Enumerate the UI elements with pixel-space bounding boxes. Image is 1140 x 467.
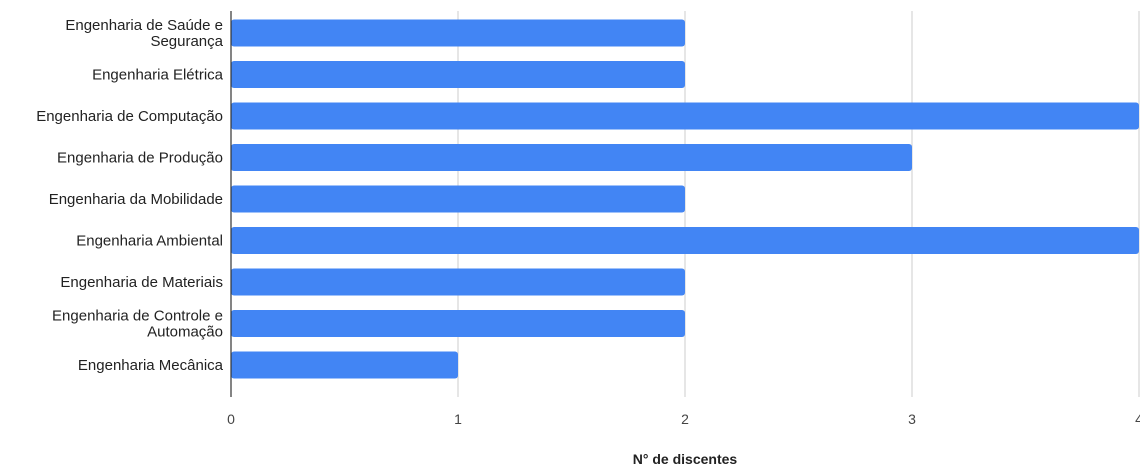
category-label-7: Engenharia de Controle e Automação: [52, 308, 223, 341]
bar-4: [231, 185, 685, 213]
category-label-8: Engenharia Mecânica: [78, 357, 224, 374]
bar-3: [231, 144, 912, 171]
x-tick-label-3: 3: [908, 411, 916, 427]
category-labels: Engenharia de Saúde e SegurançaEngenharia…: [36, 17, 223, 374]
category-label-line: Engenharia da Mobilidade: [49, 191, 223, 208]
x-tick-label-4: 4: [1135, 411, 1140, 427]
category-label-line: Segurança: [150, 33, 223, 50]
category-label-4: Engenharia da Mobilidade: [49, 191, 223, 208]
x-tick-label-0: 0: [227, 411, 235, 427]
bar-0: [231, 19, 685, 47]
bar-5: [231, 227, 1139, 254]
category-label-line: Engenharia de Produção: [57, 150, 223, 167]
category-label-2: Engenharia de Computação: [36, 108, 223, 125]
category-label-3: Engenharia de Produção: [57, 150, 223, 167]
x-tick-label-1: 1: [454, 411, 462, 427]
x-tick-label-2: 2: [681, 411, 689, 427]
bar-6: [231, 268, 685, 296]
category-label-6: Engenharia de Materiais: [60, 274, 223, 291]
category-label-0: Engenharia de Saúde e Segurança: [65, 17, 223, 50]
x-tick-labels: 0 1 2 3 4: [227, 411, 1140, 427]
category-label-line: Engenharia de Computação: [36, 108, 223, 125]
category-label-line: Engenharia de Materiais: [60, 274, 223, 291]
bars: [231, 19, 1139, 379]
category-label-line: Automação: [147, 324, 223, 341]
category-label-5: Engenharia Ambiental: [76, 233, 223, 250]
bar-1: [231, 61, 685, 88]
category-label-line: Engenharia de Saúde e: [65, 17, 223, 34]
category-label-line: Engenharia Ambiental: [76, 233, 223, 250]
category-label-line: Engenharia Mecânica: [78, 357, 224, 374]
category-label-1: Engenharia Elétrica: [92, 67, 224, 84]
bar-2: [231, 102, 1139, 130]
category-label-line: Engenharia Elétrica: [92, 67, 224, 84]
category-label-line: Engenharia de Controle e: [52, 308, 223, 325]
x-axis-title: N° de discentes: [633, 451, 738, 467]
bar-7: [231, 310, 685, 337]
bar-8: [231, 351, 458, 379]
